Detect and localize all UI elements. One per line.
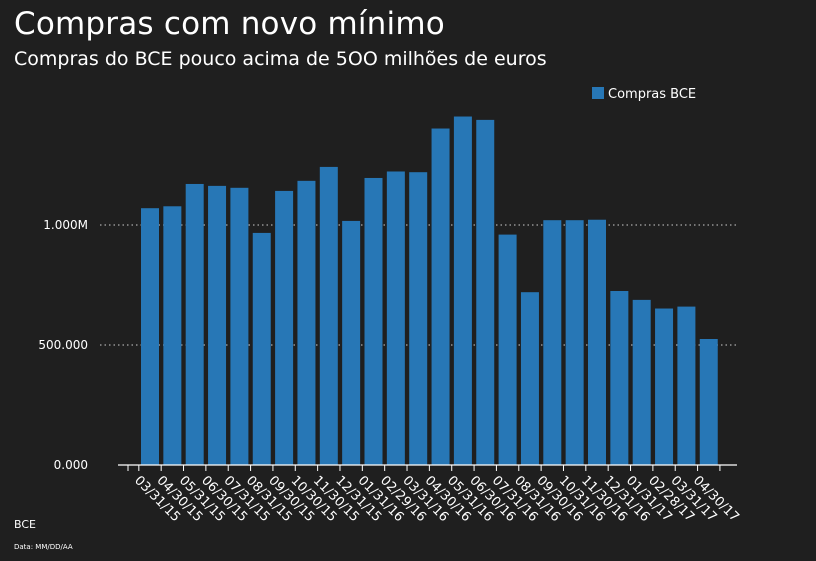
bar — [342, 220, 361, 465]
source-label: BCE — [14, 518, 36, 531]
bar — [655, 308, 674, 465]
bar — [230, 187, 249, 466]
bar — [498, 234, 517, 465]
bar — [520, 292, 539, 465]
bar — [588, 219, 606, 465]
bar — [275, 190, 294, 466]
chart-title: Compras com novo mínimo — [14, 6, 445, 42]
bar — [208, 185, 227, 465]
y-tick-label: 0.000 — [54, 458, 88, 472]
bar — [141, 208, 159, 465]
bar — [431, 128, 450, 465]
bar — [677, 306, 696, 465]
bar — [476, 119, 495, 465]
bar — [185, 183, 204, 465]
bar — [163, 206, 182, 465]
bar — [453, 116, 472, 466]
bar — [409, 172, 428, 465]
bar — [632, 299, 651, 465]
date-format-note: Data: MM/DD/AA — [14, 543, 73, 551]
bar — [565, 220, 584, 465]
legend-swatch — [592, 87, 604, 99]
bar — [364, 177, 383, 465]
legend-label: Compras BCE — [608, 87, 696, 102]
bar — [319, 166, 338, 466]
bar — [297, 180, 316, 465]
bar — [699, 339, 718, 465]
chart-subtitle: Compras do BCE pouco acima de 5OO milhõe… — [14, 48, 547, 70]
y-tick-label: 500.000 — [38, 338, 88, 352]
bar — [386, 171, 405, 466]
bar — [252, 232, 271, 465]
bar — [543, 220, 562, 465]
y-tick-label: 1.000M — [43, 218, 88, 232]
bar — [610, 291, 629, 465]
